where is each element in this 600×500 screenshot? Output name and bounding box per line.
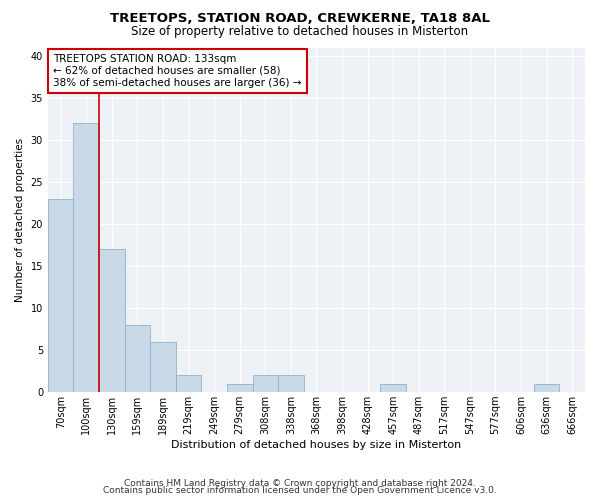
Bar xyxy=(73,123,99,392)
Bar xyxy=(253,376,278,392)
Bar xyxy=(380,384,406,392)
Bar xyxy=(278,376,304,392)
Bar xyxy=(227,384,253,392)
Bar xyxy=(125,325,150,392)
Text: Size of property relative to detached houses in Misterton: Size of property relative to detached ho… xyxy=(131,25,469,38)
Bar xyxy=(534,384,559,392)
Bar xyxy=(150,342,176,392)
Bar xyxy=(99,250,125,392)
Text: Contains HM Land Registry data © Crown copyright and database right 2024.: Contains HM Land Registry data © Crown c… xyxy=(124,478,476,488)
Text: TREETOPS STATION ROAD: 133sqm
← 62% of detached houses are smaller (58)
38% of s: TREETOPS STATION ROAD: 133sqm ← 62% of d… xyxy=(53,54,302,88)
Y-axis label: Number of detached properties: Number of detached properties xyxy=(15,138,25,302)
Bar xyxy=(176,376,202,392)
X-axis label: Distribution of detached houses by size in Misterton: Distribution of detached houses by size … xyxy=(172,440,461,450)
Text: Contains public sector information licensed under the Open Government Licence v3: Contains public sector information licen… xyxy=(103,486,497,495)
Text: TREETOPS, STATION ROAD, CREWKERNE, TA18 8AL: TREETOPS, STATION ROAD, CREWKERNE, TA18 … xyxy=(110,12,490,26)
Bar xyxy=(48,199,73,392)
